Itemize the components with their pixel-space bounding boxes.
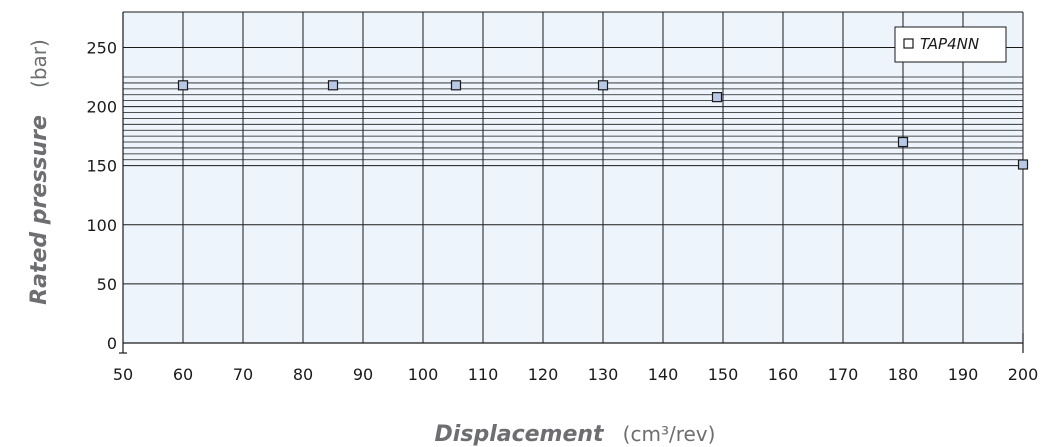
- x-axis-title: Displacement (cm³/rev): [435, 422, 716, 447]
- x-tick-label: 90: [353, 365, 373, 384]
- data-point-marker: [711, 92, 723, 103]
- y-tick-label: 50: [97, 275, 117, 294]
- data-points: [177, 80, 1029, 170]
- x-tick-label: 100: [408, 365, 439, 384]
- y-axis-unit: (bar): [27, 39, 51, 88]
- x-tick-label: 80: [293, 365, 313, 384]
- x-tick-label: 160: [768, 365, 799, 384]
- axes: [119, 12, 1024, 354]
- x-tick-label: 120: [528, 365, 559, 384]
- x-tick-label: 200: [1008, 365, 1039, 384]
- data-point-marker: [597, 80, 609, 91]
- x-axis-unit: (cm³/rev): [623, 422, 716, 446]
- y-tick-label: 100: [86, 216, 117, 235]
- x-tick-label: 170: [828, 365, 859, 384]
- legend-marker-square-icon: [903, 38, 914, 49]
- x-tick-label: 190: [948, 365, 979, 384]
- x-tick-label: 110: [468, 365, 499, 384]
- x-axis-label: Displacement: [435, 422, 606, 447]
- data-point-marker: [450, 80, 462, 91]
- data-point-marker: [1017, 159, 1029, 170]
- y-tick-label: 200: [86, 98, 117, 117]
- x-tick-label: 150: [708, 365, 739, 384]
- y-axis-title: Rated pressure (bar): [27, 39, 52, 305]
- legend: TAP4NN: [894, 26, 1007, 63]
- x-tick-label: 70: [233, 365, 253, 384]
- tick-labels: 50 60 70 80 90 100 110 120 130 140 150 160 170 180 190…: [86, 38, 1038, 384]
- x-tick-label: 180: [888, 365, 919, 384]
- y-tick-label: 0: [107, 334, 117, 353]
- data-point-marker: [897, 136, 909, 148]
- x-tick-label: 50: [113, 365, 133, 384]
- legend-label: TAP4NN: [920, 35, 979, 53]
- y-tick-label: 250: [86, 38, 117, 57]
- x-tick-label: 130: [588, 365, 619, 384]
- x-tick-label: 140: [648, 365, 679, 384]
- y-tick-label: 150: [86, 157, 117, 176]
- x-tick-label: 60: [173, 365, 193, 384]
- y-axis-label: Rated pressure: [27, 115, 52, 305]
- grid-lines: [122, 11, 1024, 343]
- data-point-marker: [177, 80, 189, 91]
- plot-background: [123, 12, 1023, 343]
- data-point-marker: [327, 80, 339, 91]
